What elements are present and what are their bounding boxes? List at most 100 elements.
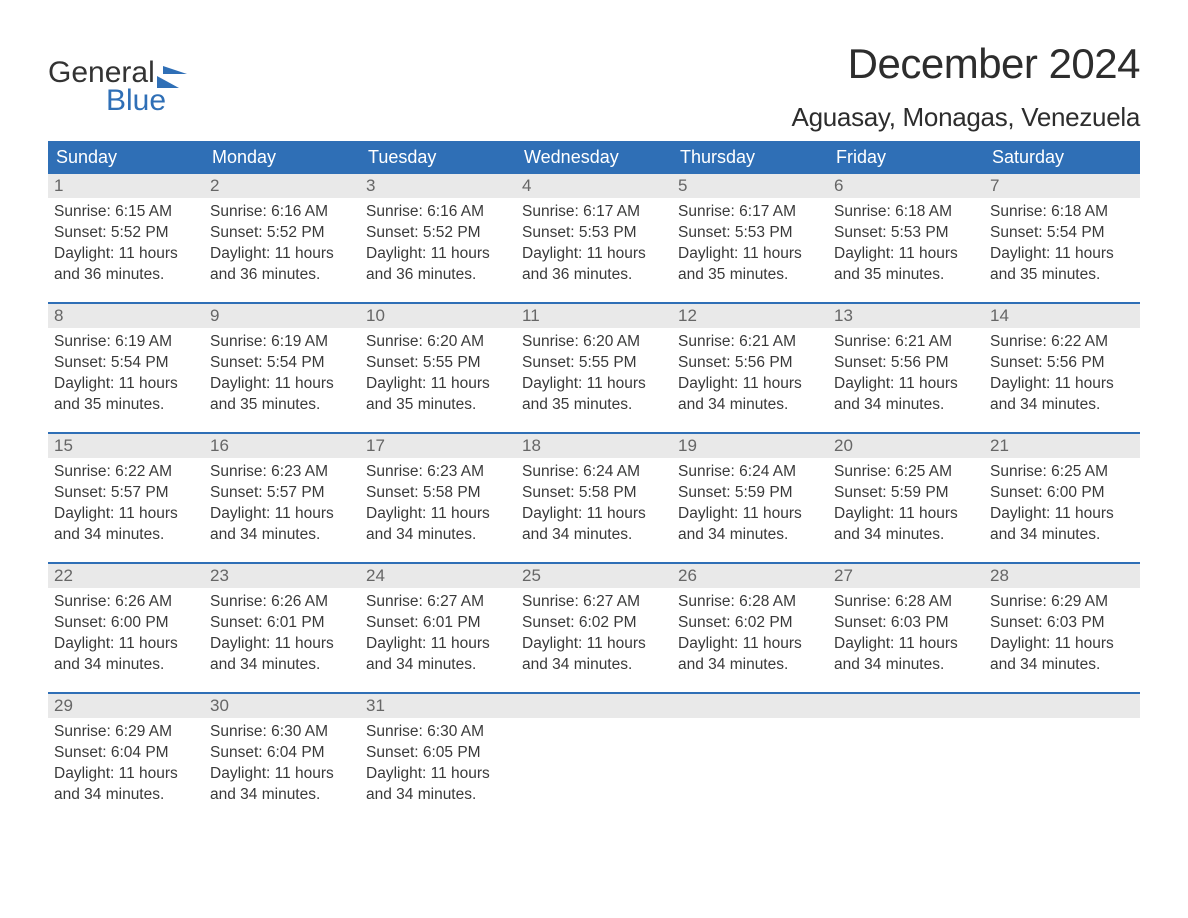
weekday-header: Monday	[204, 141, 360, 174]
day-body: Sunrise: 6:21 AMSunset: 5:56 PMDaylight:…	[828, 328, 984, 420]
day-body: Sunrise: 6:22 AMSunset: 5:57 PMDaylight:…	[48, 458, 204, 550]
calendar-day-cell: Sunrise: Sunset: Daylight:	[516, 694, 672, 822]
day-number	[672, 694, 828, 718]
calendar-day-cell: 29Sunrise: 6:29 AMSunset: 6:04 PMDayligh…	[48, 694, 204, 822]
day-body: Sunrise: 6:17 AMSunset: 5:53 PMDaylight:…	[672, 198, 828, 290]
day-number: 22	[48, 564, 204, 588]
sunset-line: Sunset: 5:56 PM	[990, 353, 1134, 374]
day-body: Sunrise: 6:25 AMSunset: 5:59 PMDaylight:…	[828, 458, 984, 550]
daylight-line: Daylight: 11 hours and 35 minutes.	[834, 244, 978, 286]
calendar-week-row: 1Sunrise: 6:15 AMSunset: 5:52 PMDaylight…	[48, 174, 1140, 302]
daylight-line: Daylight: 11 hours and 34 minutes.	[834, 504, 978, 546]
day-number: 23	[204, 564, 360, 588]
sunset-line: Sunset: 5:55 PM	[366, 353, 510, 374]
daylight-line: Daylight: 11 hours and 35 minutes.	[990, 244, 1134, 286]
day-number: 13	[828, 304, 984, 328]
sunset-line: Sunset: 5:52 PM	[54, 223, 198, 244]
calendar-day-cell: 6Sunrise: 6:18 AMSunset: 5:53 PMDaylight…	[828, 174, 984, 302]
calendar-day-cell: 21Sunrise: 6:25 AMSunset: 6:00 PMDayligh…	[984, 434, 1140, 562]
calendar-week-row: 8Sunrise: 6:19 AMSunset: 5:54 PMDaylight…	[48, 302, 1140, 432]
calendar-day-cell: 17Sunrise: 6:23 AMSunset: 5:58 PMDayligh…	[360, 434, 516, 562]
calendar-day-cell: 25Sunrise: 6:27 AMSunset: 6:02 PMDayligh…	[516, 564, 672, 692]
sunset-line: Sunset: 5:53 PM	[522, 223, 666, 244]
daylight-line: Daylight: 11 hours and 34 minutes.	[54, 634, 198, 676]
daylight-line: Daylight: 11 hours and 36 minutes.	[210, 244, 354, 286]
daylight-line: Daylight: 11 hours and 34 minutes.	[54, 504, 198, 546]
day-number: 11	[516, 304, 672, 328]
sunset-line: Sunset: 6:04 PM	[210, 743, 354, 764]
calendar-day-cell: Sunrise: Sunset: Daylight:	[984, 694, 1140, 822]
calendar-week-row: 22Sunrise: 6:26 AMSunset: 6:00 PMDayligh…	[48, 562, 1140, 692]
day-number: 17	[360, 434, 516, 458]
day-body: Sunrise: 6:24 AMSunset: 5:59 PMDaylight:…	[672, 458, 828, 550]
sunrise-line: Sunrise: 6:28 AM	[678, 592, 822, 613]
daylight-line: Daylight: 11 hours and 34 minutes.	[990, 374, 1134, 416]
day-body: Sunrise: 6:19 AMSunset: 5:54 PMDaylight:…	[48, 328, 204, 420]
calendar-day-cell: 12Sunrise: 6:21 AMSunset: 5:56 PMDayligh…	[672, 304, 828, 432]
day-body: Sunrise: 6:29 AMSunset: 6:04 PMDaylight:…	[48, 718, 204, 810]
logo: General Blue	[48, 40, 189, 116]
logo-text-bottom: Blue	[48, 86, 189, 116]
sunrise-line: Sunrise: 6:23 AM	[210, 462, 354, 483]
sunset-line: Sunset: 6:02 PM	[678, 613, 822, 634]
sunset-line: Sunset: 5:56 PM	[834, 353, 978, 374]
sunrise-line: Sunrise: 6:18 AM	[990, 202, 1134, 223]
sunrise-line: Sunrise: 6:18 AM	[834, 202, 978, 223]
calendar-day-cell: 31Sunrise: 6:30 AMSunset: 6:05 PMDayligh…	[360, 694, 516, 822]
calendar-day-cell: 14Sunrise: 6:22 AMSunset: 5:56 PMDayligh…	[984, 304, 1140, 432]
day-number: 3	[360, 174, 516, 198]
daylight-line: Daylight: 11 hours and 34 minutes.	[678, 374, 822, 416]
sunrise-line: Sunrise: 6:25 AM	[834, 462, 978, 483]
day-body: Sunrise: 6:28 AMSunset: 6:02 PMDaylight:…	[672, 588, 828, 680]
daylight-line: Daylight: 11 hours and 34 minutes.	[210, 504, 354, 546]
sunset-line: Sunset: 5:53 PM	[678, 223, 822, 244]
day-body: Sunrise: 6:18 AMSunset: 5:54 PMDaylight:…	[984, 198, 1140, 290]
day-number	[516, 694, 672, 718]
calendar-day-cell: 7Sunrise: 6:18 AMSunset: 5:54 PMDaylight…	[984, 174, 1140, 302]
sunset-line: Sunset: 5:57 PM	[54, 483, 198, 504]
calendar-day-cell: 18Sunrise: 6:24 AMSunset: 5:58 PMDayligh…	[516, 434, 672, 562]
day-number: 27	[828, 564, 984, 588]
calendar-day-cell: 26Sunrise: 6:28 AMSunset: 6:02 PMDayligh…	[672, 564, 828, 692]
day-number: 31	[360, 694, 516, 718]
sunrise-line: Sunrise: 6:15 AM	[54, 202, 198, 223]
day-body: Sunrise: 6:15 AMSunset: 5:52 PMDaylight:…	[48, 198, 204, 290]
day-body: Sunrise: 6:16 AMSunset: 5:52 PMDaylight:…	[360, 198, 516, 290]
sunset-line: Sunset: 6:03 PM	[990, 613, 1134, 634]
day-number: 18	[516, 434, 672, 458]
daylight-line: Daylight: 11 hours and 34 minutes.	[366, 504, 510, 546]
calendar-day-cell: 28Sunrise: 6:29 AMSunset: 6:03 PMDayligh…	[984, 564, 1140, 692]
day-body: Sunrise: 6:26 AMSunset: 6:00 PMDaylight:…	[48, 588, 204, 680]
daylight-line: Daylight: 11 hours and 35 minutes.	[54, 374, 198, 416]
sunset-line: Sunset: 6:00 PM	[54, 613, 198, 634]
sunset-line: Sunset: 5:55 PM	[522, 353, 666, 374]
sunset-line: Sunset: 5:54 PM	[990, 223, 1134, 244]
sunrise-line: Sunrise: 6:26 AM	[54, 592, 198, 613]
sunset-line: Sunset: 5:56 PM	[678, 353, 822, 374]
sunset-line: Sunset: 5:59 PM	[834, 483, 978, 504]
daylight-line: Daylight: 11 hours and 34 minutes.	[54, 764, 198, 806]
calendar-day-cell: 10Sunrise: 6:20 AMSunset: 5:55 PMDayligh…	[360, 304, 516, 432]
day-number: 21	[984, 434, 1140, 458]
daylight-line: Daylight: 11 hours and 36 minutes.	[366, 244, 510, 286]
day-number: 8	[48, 304, 204, 328]
calendar-week-row: 29Sunrise: 6:29 AMSunset: 6:04 PMDayligh…	[48, 692, 1140, 822]
day-body: Sunrise: 6:30 AMSunset: 6:04 PMDaylight:…	[204, 718, 360, 810]
sunset-line: Sunset: 6:04 PM	[54, 743, 198, 764]
page-location: Aguasay, Monagas, Venezuela	[792, 102, 1140, 133]
daylight-line: Daylight: 11 hours and 34 minutes.	[366, 634, 510, 676]
calendar-day-cell: 30Sunrise: 6:30 AMSunset: 6:04 PMDayligh…	[204, 694, 360, 822]
sunrise-line: Sunrise: 6:17 AM	[678, 202, 822, 223]
sunrise-line: Sunrise: 6:27 AM	[522, 592, 666, 613]
sunset-line: Sunset: 5:58 PM	[366, 483, 510, 504]
sunrise-line: Sunrise: 6:25 AM	[990, 462, 1134, 483]
calendar-week-row: 15Sunrise: 6:22 AMSunset: 5:57 PMDayligh…	[48, 432, 1140, 562]
sunset-line: Sunset: 5:52 PM	[210, 223, 354, 244]
day-body: Sunrise: 6:24 AMSunset: 5:58 PMDaylight:…	[516, 458, 672, 550]
calendar-day-cell: 19Sunrise: 6:24 AMSunset: 5:59 PMDayligh…	[672, 434, 828, 562]
daylight-line: Daylight: 11 hours and 34 minutes.	[990, 504, 1134, 546]
sunrise-line: Sunrise: 6:24 AM	[522, 462, 666, 483]
sunrise-line: Sunrise: 6:27 AM	[366, 592, 510, 613]
sunset-line: Sunset: 6:05 PM	[366, 743, 510, 764]
day-number: 16	[204, 434, 360, 458]
